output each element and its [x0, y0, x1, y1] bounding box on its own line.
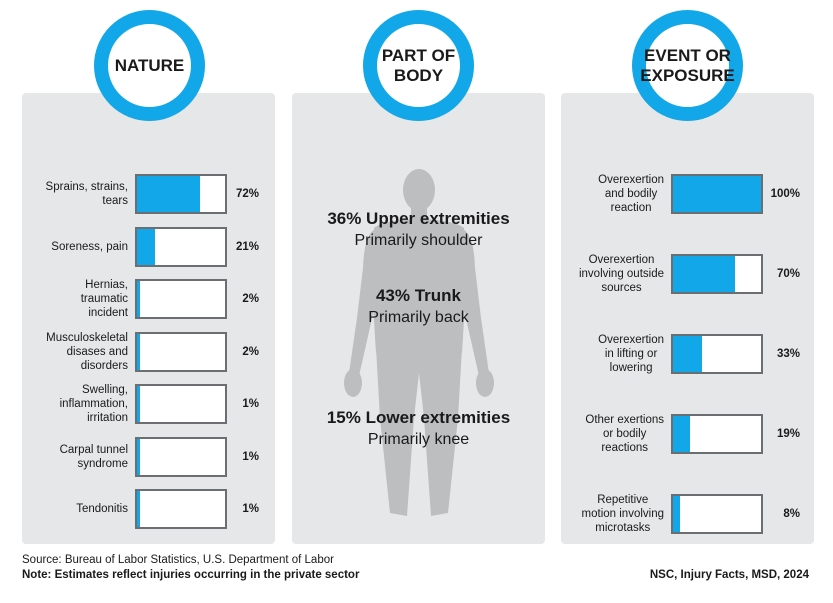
bar-value: 100%	[770, 188, 800, 200]
bar-fill	[137, 438, 140, 475]
bar-value: 19%	[776, 428, 800, 440]
bar-label: Carpal tunnel syndrome	[59, 443, 128, 470]
bar-value: 1%	[242, 450, 259, 463]
bar-track	[135, 174, 227, 214]
stat-headline: 36% Upper extremities	[327, 209, 510, 228]
bar-label: Soreness, pain	[51, 240, 128, 253]
bar-value: 2%	[242, 345, 259, 358]
bar-track	[671, 254, 763, 294]
bar-label: Overexertion in lifting or lowering	[598, 334, 664, 374]
bar-label: Musculoskeletal disases and disorders	[46, 331, 128, 372]
bar-fill	[137, 281, 140, 317]
bar-track	[671, 494, 763, 534]
bar-track	[671, 334, 763, 374]
bar-value: 1%	[242, 398, 259, 410]
stat-headline: 15% Lower extremities	[326, 408, 511, 427]
bar-track	[135, 384, 227, 424]
stat-detail: Primarily knee	[367, 431, 470, 448]
stat-lower-extremities: 15% Lower extremities Primarily knee	[292, 407, 545, 451]
credit-text: NSC, Injury Facts, MSD, 2024	[649, 569, 809, 581]
event-title: EVENT OR EXPOSURE	[632, 10, 743, 121]
bar-label: Other exertions or bodily reactions	[585, 414, 664, 454]
stat-trunk: 43% Trunk Primarily back	[292, 285, 545, 329]
bar-label: Overexertion involving outside sources	[578, 254, 664, 294]
bar-label: Repetitive motion involving microtasks	[581, 494, 664, 534]
bar-label: Hernias, traumatic incident	[80, 279, 128, 319]
bar-track	[135, 331, 227, 372]
event-panel	[561, 93, 814, 544]
bar-value: 1%	[242, 503, 259, 515]
bar-fill	[137, 491, 140, 527]
bar-fill	[673, 496, 680, 532]
bar-value: 2%	[242, 293, 259, 305]
body-title: PART OF BODY	[363, 10, 474, 121]
bar-track	[671, 174, 763, 214]
bar-track	[135, 489, 227, 529]
bar-label: Tendonitis	[76, 503, 128, 515]
stat-detail: Primarily back	[368, 309, 469, 326]
bar-fill	[673, 416, 690, 452]
bar-value: 33%	[776, 348, 800, 360]
stat-detail: Primarily shoulder	[354, 232, 483, 249]
bar-fill	[137, 176, 200, 212]
bar-value: 21%	[235, 240, 259, 253]
human-silhouette-icon	[344, 169, 494, 516]
bar-track	[135, 436, 227, 477]
bar-fill	[137, 333, 140, 370]
bar-fill	[137, 386, 140, 422]
bar-track	[135, 279, 227, 319]
bar-fill	[673, 256, 735, 292]
bar-fill	[673, 336, 702, 372]
bar-fill	[673, 176, 761, 212]
bar-label: Swelling, inflammation, irritation	[59, 384, 128, 424]
source-text: Source: Bureau of Labor Statistics, U.S.…	[22, 554, 334, 566]
nature-title: NATURE	[94, 10, 205, 121]
note-text: Note: Estimates reflect injuries occurri…	[22, 569, 360, 581]
bar-label: Overexertion and bodily reaction	[598, 174, 664, 214]
bar-track	[671, 414, 763, 454]
bar-label: Sprains, strains, tears	[45, 181, 128, 207]
stat-headline: 43% Trunk	[375, 286, 462, 305]
bar-value: 72%	[235, 188, 259, 200]
bar-value: 8%	[783, 508, 800, 520]
stat-upper-extremities: 36% Upper extremities Primarily shoulder	[292, 208, 545, 252]
bar-track	[135, 226, 227, 267]
bar-value: 70%	[776, 268, 800, 280]
bar-fill	[137, 228, 155, 265]
